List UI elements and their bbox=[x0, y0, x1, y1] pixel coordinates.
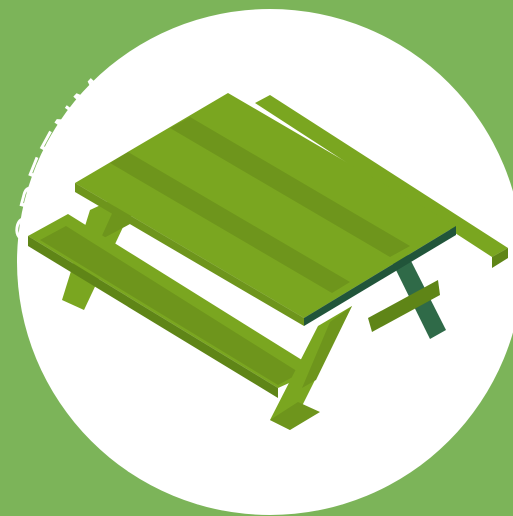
table-top-side-edge bbox=[304, 226, 456, 326]
front-bench-side bbox=[28, 236, 278, 398]
table-top-front-edge bbox=[75, 183, 304, 326]
right-leg-shade bbox=[302, 306, 352, 388]
back-bench-top bbox=[255, 95, 508, 257]
back-bench-side bbox=[492, 248, 508, 268]
table-plank-gap-1 bbox=[110, 152, 350, 293]
right-leg-foot bbox=[270, 402, 320, 430]
table-plank-gap-2 bbox=[170, 117, 410, 257]
picnic-table-icon bbox=[28, 93, 508, 430]
back-leg-cross bbox=[368, 280, 440, 332]
front-bench-stripe bbox=[40, 226, 300, 385]
table-top bbox=[75, 93, 456, 318]
